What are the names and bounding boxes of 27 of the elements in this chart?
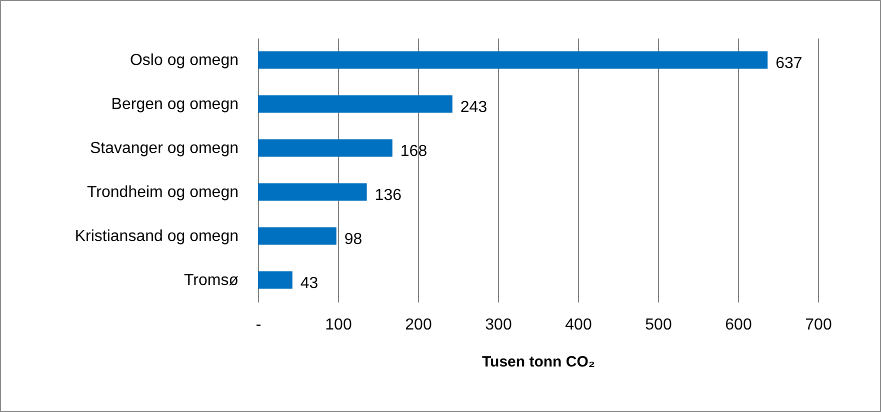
x-tick-label: 600 — [725, 316, 752, 334]
y-tick-label: Tromsø — [184, 272, 239, 289]
bar — [258, 227, 336, 245]
x-axis-title: Tusen tonn CO₂ — [482, 354, 596, 370]
x-tick-label: 400 — [565, 316, 592, 334]
bar — [258, 51, 768, 69]
data-label: 43 — [300, 275, 318, 292]
y-tick-label: Bergen og omegn — [111, 96, 238, 113]
x-tick-label: 100 — [325, 316, 352, 334]
x-tick-label: - — [256, 316, 262, 334]
data-label: 136 — [374, 187, 402, 204]
data-label: 243 — [460, 99, 488, 116]
x-tick-label: 700 — [805, 316, 832, 334]
x-tick-label: 500 — [645, 316, 672, 334]
bar — [258, 139, 392, 157]
y-tick-label: Kristiansand og omegn — [74, 228, 238, 245]
data-label: 98 — [344, 231, 362, 248]
data-label: 637 — [776, 55, 802, 72]
bar — [258, 183, 367, 201]
y-tick-label: Oslo og omegn — [130, 52, 238, 69]
x-tick-label: 200 — [405, 316, 432, 334]
y-tick-label: Trondheim og omegn — [87, 184, 238, 201]
bar — [258, 95, 452, 113]
bar — [258, 271, 292, 289]
data-label: 168 — [400, 143, 428, 160]
y-tick-label: Stavanger og omegn — [90, 140, 238, 157]
x-tick-label: 300 — [485, 316, 512, 334]
